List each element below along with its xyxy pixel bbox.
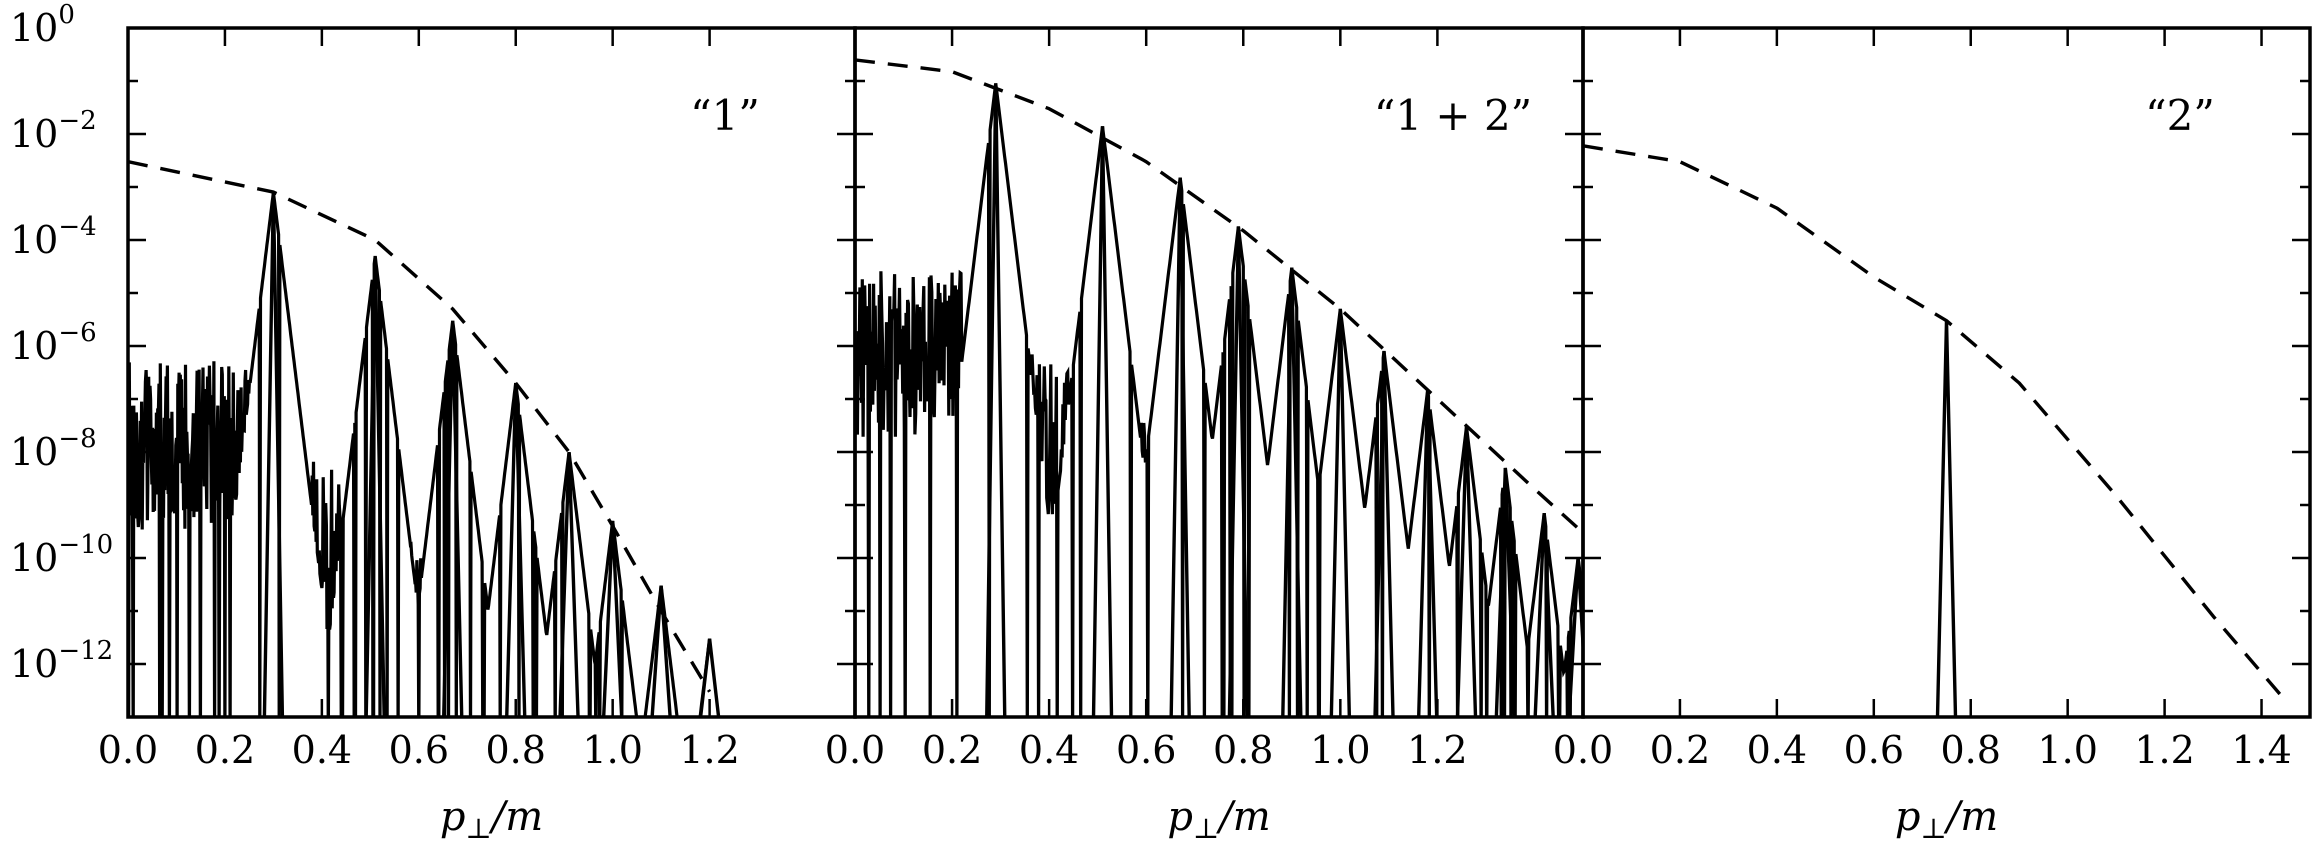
peak-1-7 — [650, 585, 672, 717]
xtick-label: 0.4 — [292, 728, 352, 772]
xtick-label: 0.6 — [1844, 728, 1904, 772]
xtick-label: 0.4 — [1019, 728, 1079, 772]
panel-label-3: “2” — [2145, 91, 2215, 140]
peak-2-4 — [1227, 226, 1250, 717]
xtick-label: 0.0 — [825, 728, 885, 772]
ytick-label: 10−6 — [10, 318, 97, 368]
peak-1-8 — [698, 638, 721, 717]
peak-2-7 — [1373, 351, 1395, 717]
ytick-label: 100 — [10, 0, 75, 50]
x-axis-label-3: p⊥/m — [1895, 794, 1998, 845]
peak-2-11 — [1533, 513, 1555, 717]
xtick-label: 1.0 — [1310, 728, 1370, 772]
xtick-label: 0.2 — [1650, 728, 1710, 772]
x-axis-label-1: p⊥/m — [440, 794, 543, 845]
xtick-label: 0.0 — [98, 728, 158, 772]
peak-3-1 — [1935, 320, 1958, 717]
xtick-label: 1.0 — [2037, 728, 2097, 772]
peak-1-2 — [364, 255, 386, 717]
peak-2-6 — [1329, 308, 1352, 717]
x-axis-label-2: p⊥/m — [1167, 794, 1270, 845]
panel-label-2: “1 + 2” — [1374, 91, 1532, 140]
peak-1-5 — [558, 451, 580, 717]
ytick-label: 10−4 — [10, 212, 97, 262]
panel-2: 0.0 0.2 0.4 0.6 0.8 1.0 1.2 “1 + 2” p⊥/m — [825, 26, 1585, 845]
spectrum-line-2 — [855, 83, 1583, 717]
envelope-line-2 — [855, 58, 1583, 534]
plot-area-1 — [128, 160, 721, 717]
panel-3: 0.0 0.2 0.4 0.6 0.8 1.0 1.2 1.4 “2” p⊥/m — [1553, 26, 2312, 845]
peak-2-5 — [1281, 267, 1303, 717]
xtick-label: 0.8 — [1941, 728, 2001, 772]
envelope-line-3 — [1583, 144, 2288, 703]
ytick-label: 10−10 — [10, 530, 113, 580]
peak-2-3 — [1169, 177, 1191, 717]
peak-1-3 — [442, 320, 464, 717]
peak-2-2 — [1091, 126, 1114, 717]
plot-area-2 — [855, 58, 1583, 717]
plot-area-3 — [1583, 144, 2288, 717]
peak-1-6 — [601, 520, 624, 717]
xtick-label: 0.0 — [1553, 728, 1613, 772]
envelope-line-1 — [128, 160, 712, 693]
xtick-label: 1.2 — [679, 728, 739, 772]
xtick-label: 0.2 — [195, 728, 255, 772]
panel-1: 0.0 0.2 0.4 0.6 0.8 1.0 1.2 “1” p⊥/m — [98, 26, 857, 845]
xtick-label: 0.6 — [389, 728, 449, 772]
peak-2-1 — [985, 83, 1007, 717]
xtick-label: 0.8 — [486, 728, 546, 772]
ytick-label: 10−12 — [10, 636, 113, 686]
xtick-label: 0.6 — [1116, 728, 1176, 772]
peak-2-10 — [1494, 467, 1517, 717]
xtick-label: 0.4 — [1747, 728, 1807, 772]
ytick-label: 10−8 — [10, 424, 97, 474]
ytick-label: 10−2 — [10, 106, 97, 156]
xtick-label: 1.2 — [2134, 728, 2194, 772]
axes-frame-3 — [1581, 26, 2312, 719]
xtick-label: 0.2 — [922, 728, 982, 772]
xtick-label: 0.8 — [1213, 728, 1273, 772]
xtick-label: 1.0 — [582, 728, 642, 772]
panel-label-1: “1” — [690, 91, 760, 140]
xtick-label: 1.2 — [1407, 728, 1467, 772]
xtick-label: 1.4 — [2231, 728, 2291, 772]
y-tick-labels: 100 10−2 10−4 10−6 10−8 10−10 10−12 — [10, 0, 113, 686]
